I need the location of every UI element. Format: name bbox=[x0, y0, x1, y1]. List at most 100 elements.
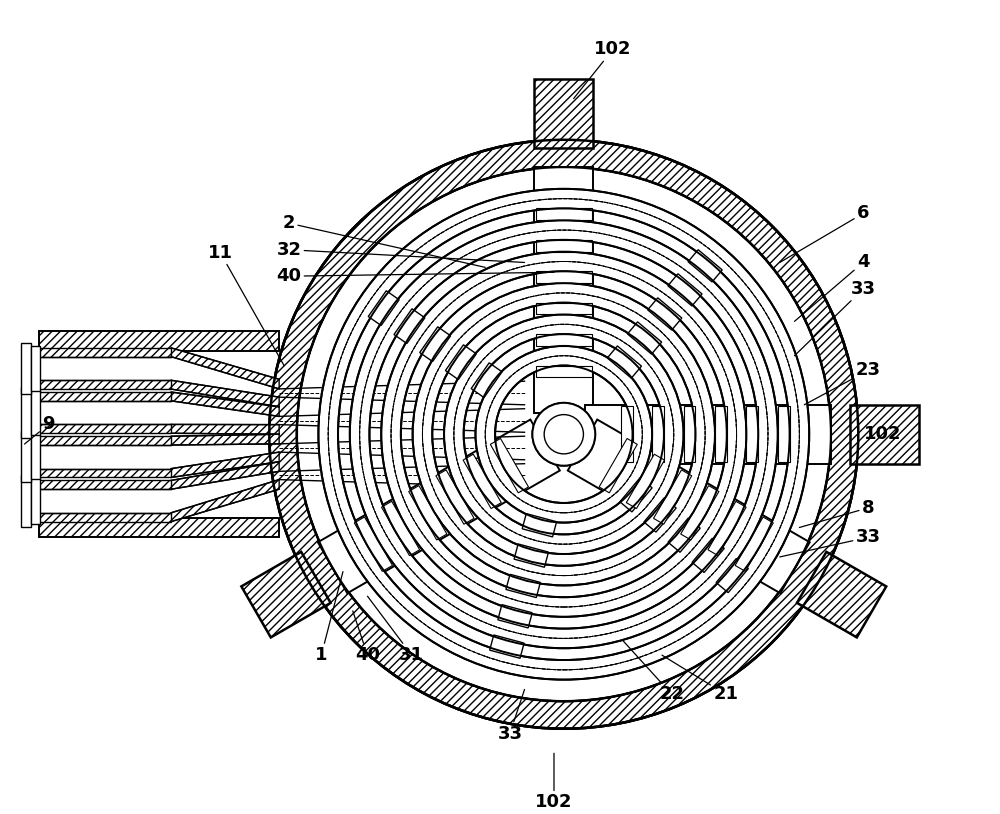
Polygon shape bbox=[585, 405, 831, 464]
Bar bbox=[31, 434, 40, 479]
Text: 9: 9 bbox=[25, 415, 55, 444]
Polygon shape bbox=[692, 538, 724, 572]
Text: 33: 33 bbox=[497, 689, 525, 742]
Polygon shape bbox=[171, 479, 279, 522]
Circle shape bbox=[544, 414, 583, 454]
Polygon shape bbox=[171, 380, 279, 407]
Polygon shape bbox=[668, 519, 700, 552]
Text: 102: 102 bbox=[535, 753, 573, 812]
Polygon shape bbox=[684, 406, 695, 462]
Polygon shape bbox=[708, 501, 746, 556]
Polygon shape bbox=[536, 303, 592, 314]
Circle shape bbox=[532, 403, 595, 466]
Polygon shape bbox=[621, 406, 633, 462]
Polygon shape bbox=[534, 167, 593, 413]
Bar bbox=[39, 424, 171, 433]
Circle shape bbox=[544, 414, 583, 454]
Text: 8: 8 bbox=[799, 499, 874, 527]
Polygon shape bbox=[626, 454, 664, 509]
Polygon shape bbox=[171, 348, 279, 389]
Polygon shape bbox=[644, 498, 676, 532]
Polygon shape bbox=[536, 208, 592, 221]
Text: 102: 102 bbox=[864, 425, 902, 444]
Bar bbox=[39, 436, 171, 445]
Bar bbox=[21, 387, 31, 438]
Bar bbox=[39, 469, 171, 478]
Bar bbox=[31, 346, 40, 391]
Polygon shape bbox=[394, 309, 425, 344]
Text: 33: 33 bbox=[780, 528, 881, 557]
Text: 1: 1 bbox=[315, 571, 343, 664]
Text: 32: 32 bbox=[276, 241, 525, 262]
Bar bbox=[39, 331, 279, 351]
Circle shape bbox=[554, 424, 574, 444]
Polygon shape bbox=[536, 334, 592, 346]
Polygon shape bbox=[654, 470, 692, 524]
Text: 102: 102 bbox=[574, 41, 632, 98]
Polygon shape bbox=[409, 486, 447, 540]
Text: 23: 23 bbox=[804, 361, 881, 405]
Polygon shape bbox=[171, 452, 279, 478]
Polygon shape bbox=[620, 478, 652, 512]
Text: 21: 21 bbox=[662, 655, 738, 703]
Polygon shape bbox=[536, 271, 592, 283]
Bar bbox=[39, 380, 171, 389]
Polygon shape bbox=[735, 517, 773, 571]
Polygon shape bbox=[318, 419, 560, 593]
Text: 40: 40 bbox=[353, 611, 380, 664]
Polygon shape bbox=[171, 434, 279, 445]
Text: 11: 11 bbox=[208, 243, 284, 365]
Text: 4: 4 bbox=[794, 253, 869, 322]
Polygon shape bbox=[490, 439, 528, 492]
Polygon shape bbox=[688, 250, 722, 282]
Bar bbox=[21, 475, 31, 527]
Bar bbox=[21, 343, 31, 394]
Polygon shape bbox=[536, 365, 592, 378]
Polygon shape bbox=[536, 240, 592, 252]
Bar bbox=[39, 513, 171, 522]
Polygon shape bbox=[498, 605, 532, 628]
Polygon shape bbox=[381, 501, 420, 556]
Polygon shape bbox=[568, 419, 810, 593]
Polygon shape bbox=[746, 406, 758, 462]
Polygon shape bbox=[490, 635, 524, 659]
Bar bbox=[31, 479, 40, 523]
Circle shape bbox=[532, 403, 595, 466]
Polygon shape bbox=[797, 552, 886, 637]
Polygon shape bbox=[607, 346, 641, 379]
Polygon shape bbox=[522, 514, 557, 537]
Polygon shape bbox=[668, 274, 702, 306]
Polygon shape bbox=[506, 575, 540, 597]
Polygon shape bbox=[436, 470, 474, 524]
Polygon shape bbox=[534, 79, 593, 148]
Polygon shape bbox=[171, 392, 279, 417]
Text: 40: 40 bbox=[276, 267, 554, 285]
Polygon shape bbox=[171, 424, 279, 434]
Bar bbox=[31, 390, 40, 435]
Polygon shape bbox=[715, 406, 727, 462]
Polygon shape bbox=[681, 486, 719, 540]
Polygon shape bbox=[171, 462, 279, 489]
Polygon shape bbox=[354, 517, 392, 571]
Polygon shape bbox=[599, 439, 637, 492]
Bar bbox=[39, 392, 171, 400]
Text: 6: 6 bbox=[780, 204, 869, 262]
Text: 22: 22 bbox=[623, 641, 684, 703]
Polygon shape bbox=[514, 544, 548, 567]
Text: 31: 31 bbox=[367, 596, 424, 664]
Polygon shape bbox=[241, 552, 331, 637]
Polygon shape bbox=[778, 406, 790, 462]
Polygon shape bbox=[716, 558, 748, 593]
Polygon shape bbox=[850, 405, 919, 464]
Polygon shape bbox=[368, 291, 399, 326]
Polygon shape bbox=[420, 326, 451, 361]
Polygon shape bbox=[471, 363, 502, 397]
Text: 2: 2 bbox=[283, 214, 485, 267]
Bar bbox=[39, 348, 171, 357]
Polygon shape bbox=[445, 345, 476, 379]
Polygon shape bbox=[463, 454, 501, 509]
Polygon shape bbox=[627, 322, 662, 354]
Polygon shape bbox=[652, 406, 664, 462]
Bar bbox=[21, 431, 31, 483]
Bar bbox=[39, 480, 171, 489]
